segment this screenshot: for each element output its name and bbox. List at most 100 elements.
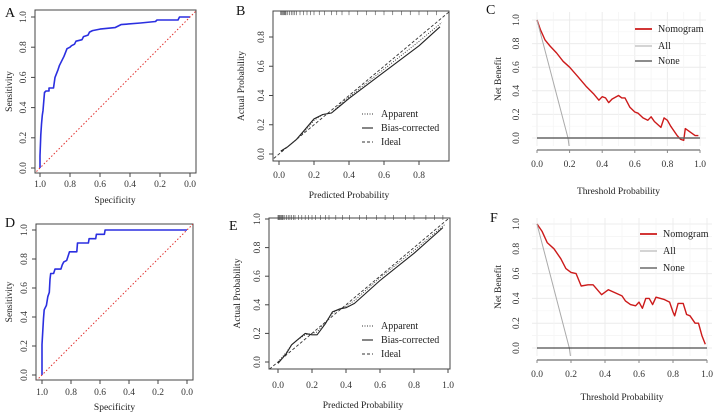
x-tick-label: 0.0 [181, 388, 193, 398]
legend-label: All [663, 246, 676, 257]
x-axis-label: Specificity [94, 402, 135, 413]
series-ideal [273, 11, 449, 159]
y-tick-label: 0.2 [512, 317, 522, 329]
x-tick-label: 0.2 [308, 171, 320, 181]
series-bias-corrected [277, 227, 444, 364]
x-tick-label: 0.2 [152, 388, 164, 398]
series-group [35, 10, 196, 173]
series-ideal [269, 218, 449, 369]
y-tick-label: 0.2 [253, 327, 263, 339]
panel-letter: D [5, 216, 15, 231]
series-nomogram [536, 19, 699, 142]
series-reference [35, 10, 196, 173]
panel-c: 0.0 0.2 0.4 0.6 0.8 1.0 0.0 0.2 0.4 0.6 0.8 1.0 Thre… [486, 3, 706, 197]
y-tick-label: 1.0 [19, 11, 29, 23]
x-tick-label: 0.4 [599, 370, 611, 380]
y-tick-label: 0.4 [257, 89, 267, 101]
x-tick-label: 0.2 [565, 370, 577, 380]
legend-label: Apparent [381, 321, 418, 332]
series-roc [41, 229, 187, 375]
x-tick-label: 0.8 [661, 160, 673, 170]
y-tick-label: 0.4 [253, 299, 263, 311]
plot-box [35, 223, 194, 381]
legend-label: Bias-corrected [381, 335, 439, 346]
x-axis-label: Specificity [94, 195, 135, 206]
legend-label: Apparent [381, 109, 418, 120]
series-nomogram [536, 223, 706, 345]
y-tick-label: 0.6 [20, 282, 30, 294]
x-tick-label: 0.2 [306, 381, 318, 391]
y-tick-label: 0.6 [19, 71, 29, 83]
y-tick-label: 0.0 [19, 162, 29, 174]
legend-label: Nomogram [663, 229, 709, 240]
panel-letter: B [236, 4, 245, 19]
y-tick-label: 1.0 [512, 218, 522, 230]
y-axis-label: Net Benefit [493, 265, 504, 309]
y-tick-label: 0.2 [20, 340, 30, 352]
legend: Apparent Bias-corrected Ideal [362, 321, 439, 360]
x-tick-label: 0.6 [633, 370, 645, 380]
y-tick-label: 0.2 [19, 132, 29, 144]
y-tick-label: 0.8 [512, 37, 522, 49]
y-tick-label: 0.0 [512, 342, 522, 354]
y-tick-label: 0.8 [512, 243, 522, 255]
y-tick-label: 1.0 [253, 213, 263, 225]
x-axis-label: Threshold Probability [577, 187, 660, 197]
x-tick-label: 1.0 [701, 370, 713, 380]
legend: Apparent Bias-corrected Ideal [362, 109, 439, 148]
y-tick-label: 0.4 [512, 85, 522, 97]
panel-e: 0.0 0.2 0.4 0.6 0.8 1.0 0.0 0.2 0.4 0.6 0.8 1.0 Pred… [229, 213, 454, 411]
x-tick-label: 1.0 [34, 180, 46, 190]
x-tick-label: 0.6 [378, 171, 390, 181]
y-tick-label: 0.8 [253, 241, 263, 253]
y-tick-label: 0.6 [512, 61, 522, 73]
panel-b: 0.0 0.2 0.4 0.6 0.8 0.0 0.2 0.4 0.6 0.8 Predicted … [236, 4, 450, 201]
legend-label: Ideal [381, 137, 401, 148]
x-axis-label: Predicted Probability [309, 191, 390, 201]
y-tick-label: 0.4 [512, 292, 522, 304]
legend-label: Ideal [381, 349, 401, 360]
y-tick-label: 0.0 [257, 148, 267, 160]
y-axis-label: Actual Probability [237, 51, 247, 121]
panel-d: 1.0 0.8 0.6 0.4 0.2 0.0 0.0 0.2 0.4 0.6 0.8 1.0 Spec… [5, 216, 194, 413]
series-group [36, 224, 193, 380]
legend-label: All [658, 41, 671, 52]
y-tick-label: 1.0 [512, 14, 522, 26]
x-tick-label: 0.8 [64, 180, 76, 190]
y-tick-label: 0.6 [253, 270, 263, 282]
y-axis-label: Sensitivity [5, 281, 15, 322]
x-axis-label: Threshold Probability [580, 393, 663, 403]
series-group [536, 19, 700, 146]
x-tick-label: 0.4 [596, 160, 608, 170]
x-tick-label: 0.8 [413, 171, 425, 181]
series-roc [39, 16, 190, 168]
x-tick-label: 0.4 [343, 171, 355, 181]
x-axis-label: Predicted Probability [323, 401, 404, 411]
x-tick-label: 0.0 [184, 180, 196, 190]
x-tick-label: 0.0 [273, 171, 285, 181]
x-tick-label: 1.0 [442, 381, 454, 391]
y-tick-label: 0.0 [253, 356, 263, 368]
y-tick-label: 0.8 [20, 253, 30, 265]
legend-label: None [658, 56, 680, 67]
panel-letter: A [5, 6, 16, 21]
y-axis-label: Net Benefit [493, 57, 504, 101]
y-axis-label: Actual Probability [233, 258, 243, 328]
y-tick-label: 0.8 [257, 31, 267, 43]
x-tick-label: 0.4 [124, 180, 136, 190]
plot-box [34, 9, 197, 174]
panel-letter: F [490, 211, 498, 226]
x-tick-label: 0.2 [154, 180, 166, 190]
panel-a: 1.0 0.8 0.6 0.4 0.2 0.0 0.0 0.2 0.4 0.6 0.8 1.0 Spec… [5, 6, 197, 206]
plot-box [272, 10, 450, 162]
legend: Nomogram All None [635, 24, 704, 67]
y-tick-label: 0.0 [20, 369, 30, 381]
x-tick-label: 0.4 [123, 388, 135, 398]
x-tick-label: 0.6 [629, 160, 641, 170]
y-tick-label: 1.0 [20, 224, 30, 236]
x-tick-label: 0.0 [531, 160, 543, 170]
y-tick-label: 0.0 [512, 132, 522, 144]
series-group [536, 223, 707, 356]
series-reference [36, 224, 193, 380]
